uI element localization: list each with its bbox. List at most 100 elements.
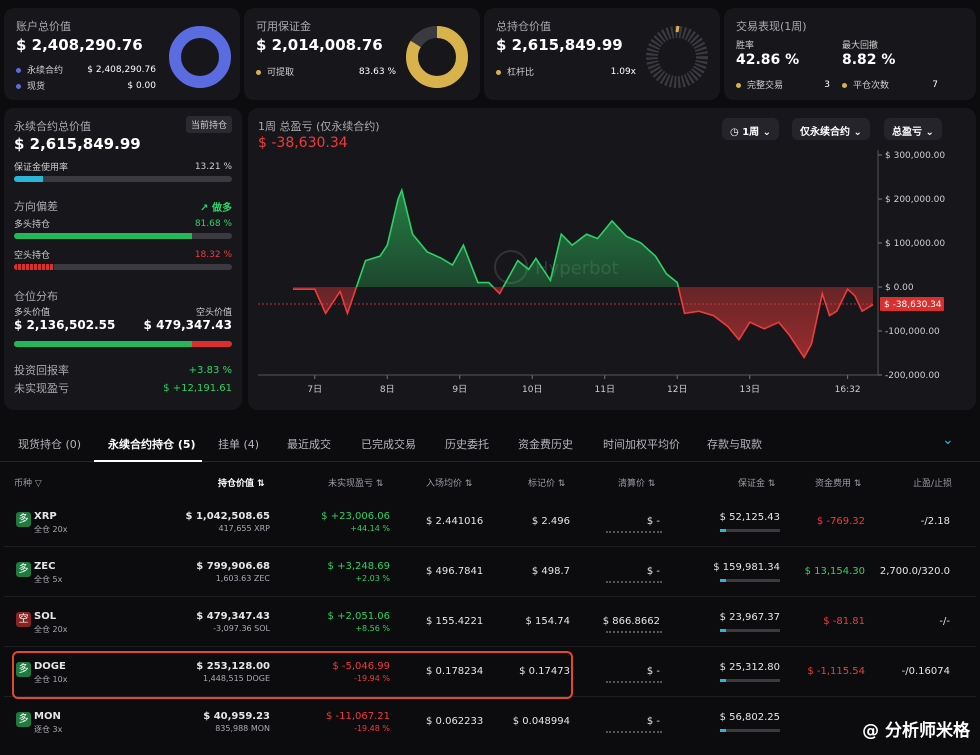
- mark-price: $ 498.7: [531, 566, 570, 577]
- long-amount: $ 2,136,502.55: [14, 318, 116, 332]
- margin-bar: [720, 729, 780, 732]
- mark-price: $ 0.048994: [512, 716, 570, 727]
- y-tick-label: -100,000.00: [885, 327, 940, 337]
- x-tick-label: 13日: [740, 384, 760, 395]
- table-row[interactable]: 空 SOL 全仓 20x $ 479,347.43 -3,097.36 SOL …: [4, 597, 976, 647]
- liquidation-price: $ -: [646, 666, 660, 677]
- position-dist-label: 仓位分布: [14, 290, 58, 303]
- card-title: 可用保证金: [256, 20, 311, 33]
- completed-trades-label: 完整交易: [736, 78, 783, 91]
- col-header-2[interactable]: 未实现盈亏 ⇅: [328, 479, 384, 489]
- spot-value: $ 0.00: [127, 80, 156, 91]
- unrealized-pnl: $ +2,051.06: [327, 611, 390, 622]
- chevron-down-icon: ⌄: [853, 127, 862, 138]
- side-badge: 空: [16, 612, 31, 627]
- card-title: 总持仓价值: [496, 20, 551, 33]
- col-header-0[interactable]: 币种 ▽: [14, 479, 42, 489]
- perp-summary-panel: 永续合约总价值 当前持仓 $ 2,615,849.99 保证金使用率 13.21 …: [4, 108, 242, 410]
- position-qty: 1,448,515 DOGE: [203, 674, 270, 683]
- sort-icon[interactable]: ⇅: [645, 479, 656, 489]
- col-header-5[interactable]: 清算价 ⇅: [618, 479, 656, 489]
- liquidation-price: $ -: [646, 716, 660, 727]
- roi-value: +3.83 %: [188, 364, 232, 376]
- unrealized-pnl: $ -11,067.21: [325, 711, 390, 722]
- sort-icon[interactable]: ⇅: [851, 479, 862, 489]
- coin-symbol: XRP: [34, 511, 57, 522]
- distribution-bar: [14, 341, 232, 347]
- margin-use-value: 13.21 %: [194, 161, 232, 172]
- table-row[interactable]: 多 ZEC 全仓 5x $ 799,906.68 1,603.63 ZEC $ …: [4, 547, 976, 597]
- position-tabs: 现货持仓 (0) 永续合约持仓 (5) 挂单 (4) 最近成交 已完成交易 历史委托 资金费…: [0, 428, 980, 462]
- card-value: $ 2,408,290.76: [16, 36, 143, 54]
- sort-icon[interactable]: ⇅: [462, 479, 473, 489]
- col-header-8[interactable]: 止盈/止损: [913, 479, 953, 489]
- scope-select[interactable]: 仅永续合约 ⌄: [792, 118, 870, 140]
- sort-icon[interactable]: ⇅: [254, 479, 265, 489]
- margin-donut-chart: [406, 26, 468, 88]
- tab-4[interactable]: 已完成交易: [361, 438, 416, 451]
- tab-5[interactable]: 历史委托: [445, 438, 489, 451]
- entry-price: $ 0.178234: [426, 666, 484, 677]
- account-donut-chart: [169, 26, 231, 88]
- x-tick-label: 12日: [667, 384, 687, 395]
- current-value-tag: [880, 296, 944, 311]
- margin-bar: [720, 579, 780, 582]
- period-select[interactable]: ◷ 1周 ⌄: [722, 118, 780, 140]
- tab-0[interactable]: 现货持仓 (0): [18, 438, 82, 451]
- card-title: 账户总价值: [16, 20, 71, 33]
- y-tick-label: -200,000.00: [885, 371, 940, 381]
- sort-icon[interactable]: ⇅: [373, 479, 384, 489]
- table-row[interactable]: 多 DOGE 全仓 10x $ 253,128.00 1,448,515 DOG…: [4, 647, 976, 697]
- position-qty: 417,655 XRP: [218, 524, 271, 533]
- sort-icon[interactable]: ⇅: [765, 479, 776, 489]
- leverage-gauge: [646, 25, 708, 88]
- tab-6[interactable]: 资金费历史: [518, 438, 573, 451]
- account-value-card: 账户总价值 $ 2,408,290.76 永续合约 $ 2,408,290.76 …: [4, 8, 240, 100]
- short-label: 空头持仓: [14, 251, 51, 261]
- col-header-4[interactable]: 标记价 ⇅: [528, 479, 566, 489]
- card-title: 交易表现(1周): [736, 20, 807, 33]
- margin-bar: [720, 629, 780, 632]
- table-row[interactable]: 多 MON 逐仓 3x $ 40,959.23 835,988 MON $ -1…: [4, 697, 976, 747]
- col-header-6[interactable]: 保证金 ⇅: [738, 479, 776, 489]
- margin-value: $ 56,802.25: [719, 712, 780, 723]
- col-header-7[interactable]: 资金费用 ⇅: [815, 479, 862, 489]
- withdrawable-label: 可提取: [256, 65, 294, 78]
- col-header-1[interactable]: 持仓价值 ⇅: [218, 479, 265, 489]
- tab-1[interactable]: 永续合约持仓 (5): [108, 438, 196, 451]
- tab-7[interactable]: 时间加权平均价: [603, 438, 680, 451]
- collapse-chevron-icon[interactable]: ⌄: [942, 432, 954, 448]
- entry-price: $ 496.7841: [426, 566, 484, 577]
- panel-value: $ 2,615,849.99: [14, 135, 141, 153]
- filter-icon[interactable]: ▽: [32, 479, 42, 489]
- margin-card: 可用保证金 $ 2,014,008.76 可提取 83.63 %: [244, 8, 480, 100]
- entry-price: $ 2.441016: [426, 516, 484, 527]
- sort-icon[interactable]: ⇅: [555, 479, 566, 489]
- position-value: $ 40,959.23: [203, 711, 270, 722]
- table-row[interactable]: 多 XRP 全仓 20x $ 1,042,508.65 417,655 XRP …: [4, 497, 976, 547]
- pnl-percent: +2.03 %: [355, 574, 390, 583]
- drawdown-label: 最大回撤: [842, 41, 879, 51]
- y-tick-label: $ 100,000.00: [885, 239, 945, 249]
- funding-fee: $ -1,115.54: [807, 666, 865, 677]
- short-bar: [14, 264, 232, 270]
- metric-select[interactable]: 总盈亏 ⌄: [884, 118, 942, 140]
- tab-8[interactable]: 存款与取款: [707, 438, 762, 451]
- tab-2[interactable]: 挂单 (4): [218, 438, 260, 451]
- tp-sl: 2,700.0/320.0: [879, 566, 950, 577]
- close-count-label: 平仓次数: [842, 78, 889, 91]
- funding-fee: $ 13,154.30: [804, 566, 865, 577]
- mark-price: $ 2.496: [531, 516, 570, 527]
- margin-mode: 全仓 5x: [34, 575, 63, 584]
- col-header-3[interactable]: 入场均价 ⇅: [426, 479, 473, 489]
- margin-use-bar: [14, 176, 232, 182]
- y-tick-label: $ 0.00: [885, 283, 914, 293]
- unrealized-pnl: $ -5,046.99: [332, 661, 390, 672]
- side-badge: 多: [16, 512, 31, 527]
- coin-symbol: ZEC: [34, 561, 56, 572]
- chart-title: 1周 总盈亏 (仅永续合约): [258, 120, 380, 133]
- coin-symbol: DOGE: [34, 661, 66, 672]
- tab-3[interactable]: 最近成交: [287, 438, 331, 451]
- position-qty: -3,097.36 SOL: [213, 624, 270, 633]
- entry-price: $ 0.062233: [426, 716, 484, 727]
